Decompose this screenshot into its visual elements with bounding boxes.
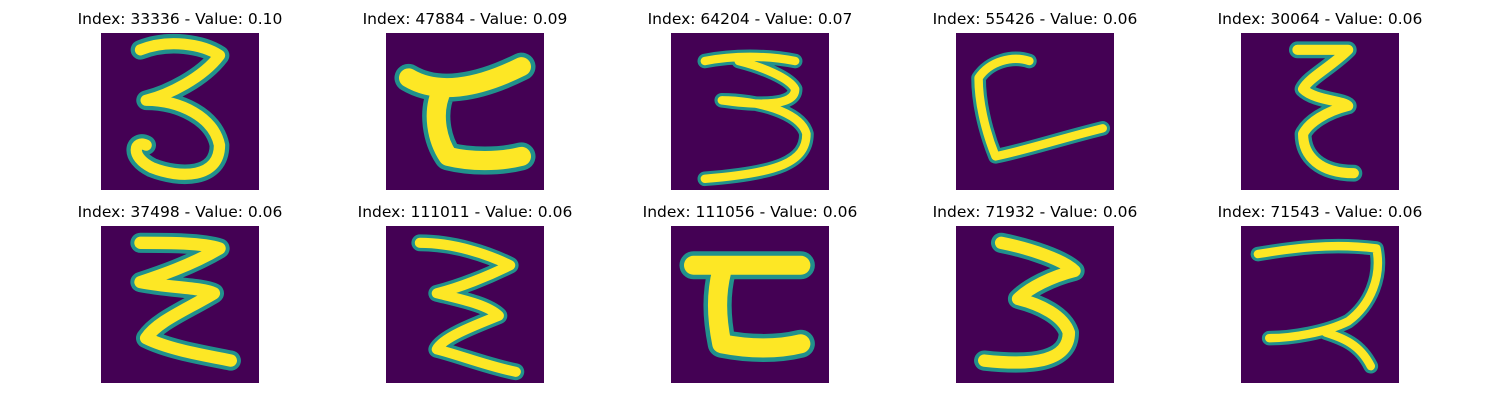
panel-title: Index: 33336 - Value: 0.10 [77,10,283,28]
panel-title: Index: 64204 - Value: 0.07 [647,10,853,28]
glyph-squiggle-icon [1288,41,1363,182]
image-panel-9: Index: 71932 - Value: 0.06 [920,203,1150,383]
glyph-3-icon [411,234,525,381]
glyph-image [956,226,1114,383]
image-panel-4: Index: 55426 - Value: 0.06 [920,10,1150,190]
glyph-zigzag-icon [130,232,241,371]
glyph-image [671,33,829,190]
panel-title: Index: 55426 - Value: 0.06 [932,10,1138,28]
panel-title: Index: 37498 - Value: 0.06 [77,203,283,221]
panel-title: Index: 71932 - Value: 0.06 [932,203,1138,221]
glyph-image [671,226,829,383]
panel-title: Index: 47884 - Value: 0.09 [362,10,568,28]
image-panel-8: Index: 111056 - Value: 0.06 [635,203,865,383]
glyph-3-icon [126,33,230,185]
glyph-image [956,33,1114,190]
image-panel-5: Index: 30064 - Value: 0.06 [1205,10,1435,190]
image-panel-1: Index: 33336 - Value: 0.10 [65,10,295,190]
glyph-squiggle-icon [1250,238,1386,374]
glyph-image [101,33,259,190]
glyph-image [386,33,544,190]
glyph-image [1241,226,1399,383]
glyph-image [1241,33,1399,190]
panel-title: Index: 111011 - Value: 0.06 [357,203,573,221]
glyph-image [101,226,259,383]
glyph-ta-icon [679,251,815,362]
glyph-3-icon [974,232,1085,373]
panel-title: Index: 111056 - Value: 0.06 [642,203,858,221]
image-panel-3: Index: 64204 - Value: 0.07 [635,10,865,190]
panel-title: Index: 30064 - Value: 0.06 [1217,10,1423,28]
image-panel-7: Index: 111011 - Value: 0.06 [350,203,580,383]
glyph-3-icon [697,49,814,187]
panel-title: Index: 71543 - Value: 0.06 [1217,203,1423,221]
glyph-l-icon [971,51,1111,164]
image-panel-10: Index: 71543 - Value: 0.06 [1205,203,1435,383]
glyph-image [386,226,544,383]
glyph-ta-icon [394,52,536,175]
image-panel-6: Index: 37498 - Value: 0.06 [65,203,295,383]
image-panel-2: Index: 47884 - Value: 0.09 [350,10,580,190]
